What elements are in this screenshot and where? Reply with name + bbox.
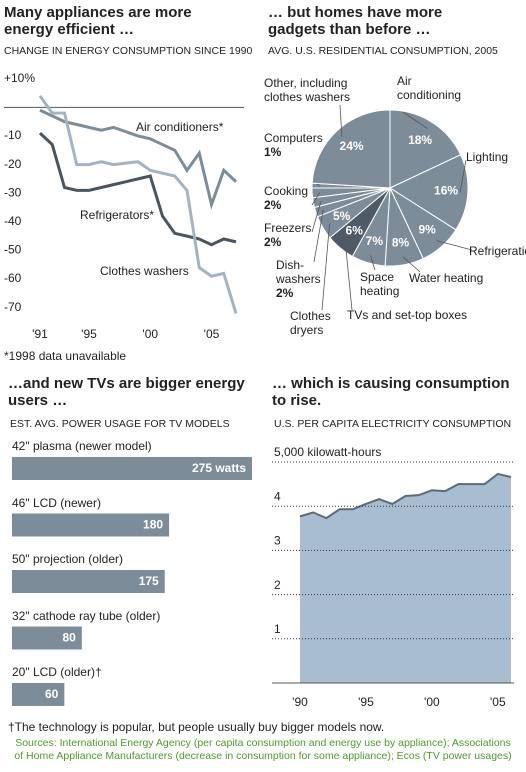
y-tick-label: -40 bbox=[4, 214, 22, 228]
chart-title: … which is causing consumption to rise. bbox=[272, 375, 510, 409]
x-tick-label: '00 bbox=[424, 695, 440, 709]
x-tick-label: '90 bbox=[292, 695, 308, 709]
bar-value-label: 175 bbox=[139, 574, 159, 588]
chart-subtitle: EST. AVG. POWER USAGE FOR TV MODELS bbox=[10, 418, 230, 430]
y-tick-label: -70 bbox=[4, 300, 22, 314]
bar-category-label: 32" cathode ray tube (older) bbox=[12, 608, 161, 623]
y-tick-label: +10% bbox=[4, 71, 35, 85]
leader-line bbox=[339, 104, 343, 137]
slice-value-label: 8% bbox=[392, 235, 410, 249]
y-tick-label: -50 bbox=[4, 243, 22, 257]
series-line bbox=[38, 95, 238, 314]
slice-label: Space heating bbox=[360, 270, 400, 298]
chart-title: Many appliances are more energy efficien… bbox=[4, 4, 192, 38]
bar bbox=[12, 513, 170, 537]
bar-category-label: 42" plasma (newer model) bbox=[12, 439, 152, 453]
slice-value-label: 2% bbox=[276, 286, 294, 300]
bar-category-label: 50" projection (older) bbox=[12, 552, 123, 566]
sources: Sources: International Energy Agency (pe… bbox=[14, 737, 512, 762]
bar-category-label: 20" LCD (older)† bbox=[12, 665, 102, 679]
chart-title: … but homes have more gadgets than befor… bbox=[268, 4, 443, 38]
y-tick-label: -10 bbox=[4, 128, 22, 142]
chart-note: *1998 data unavailable bbox=[4, 349, 127, 363]
y-tick-label: 1 bbox=[274, 622, 281, 636]
bar bbox=[12, 457, 252, 480]
y-tick-label: 2 bbox=[274, 578, 281, 592]
leader-line bbox=[459, 159, 467, 193]
chart-subtitle: AVG. U.S. RESIDENTIAL CONSUMPTION, 2005 bbox=[268, 45, 498, 57]
chart-title: …and new TVs are bigger energy users … bbox=[8, 375, 245, 409]
pie-slice bbox=[389, 109, 462, 189]
slice-value-label: 2% bbox=[264, 235, 282, 249]
slice-label: Freezers bbox=[264, 221, 312, 235]
x-tick-label: '95 bbox=[358, 695, 374, 709]
x-tick-label: '00 bbox=[142, 327, 158, 341]
slice-value-label: 18% bbox=[408, 133, 432, 147]
slice-label: Dish-washers bbox=[276, 258, 321, 286]
slice-label: Clothes dryers bbox=[290, 309, 331, 337]
slice-label: Cooking bbox=[264, 184, 309, 198]
series-label: Air conditioners* bbox=[136, 120, 224, 134]
leader-line bbox=[370, 255, 376, 271]
slice-value-label: 7% bbox=[366, 234, 384, 248]
bar-category-label: 46" LCD (newer) bbox=[12, 495, 101, 510]
x-tick-label: '95 bbox=[81, 327, 97, 341]
pie-slice bbox=[311, 109, 391, 189]
slice-value-label: 5% bbox=[333, 209, 351, 223]
y-tick-label: -20 bbox=[4, 157, 22, 171]
area-line bbox=[299, 472, 512, 520]
series-label: Refrigerators* bbox=[80, 208, 154, 222]
x-tick-label: '05 bbox=[204, 327, 220, 341]
slice-value-label: 24% bbox=[340, 139, 364, 153]
slice-label: Water heating bbox=[409, 271, 484, 285]
y-tick-label: 3 bbox=[274, 534, 281, 548]
leader-line bbox=[313, 209, 324, 263]
series-line bbox=[38, 132, 237, 247]
slice-label: Refrigeration bbox=[469, 244, 526, 258]
slice-value-label: 2% bbox=[264, 198, 282, 212]
leader-line bbox=[402, 256, 421, 273]
bar bbox=[12, 626, 82, 650]
bar bbox=[12, 570, 165, 593]
slice-value-label: 16% bbox=[434, 184, 458, 198]
slice-label: Computers bbox=[264, 131, 323, 145]
area bbox=[300, 473, 511, 683]
bar-value-label: 80 bbox=[62, 631, 76, 645]
y-tick-label: 4 bbox=[274, 489, 281, 503]
slice-label: Other, including clothes washers bbox=[264, 76, 351, 104]
bar-value-label: 180 bbox=[143, 518, 163, 532]
leader-line bbox=[321, 223, 330, 311]
slice-label: Air conditioning bbox=[397, 74, 462, 102]
leader-line bbox=[344, 242, 353, 311]
leader-line bbox=[436, 240, 473, 251]
slice-label: TVs and set-top boxes bbox=[347, 308, 468, 322]
pie-slice bbox=[388, 154, 469, 231]
slice-value-label: 1% bbox=[264, 145, 282, 159]
series-line bbox=[39, 108, 238, 210]
chart-subtitle: U.S. PER CAPITA ELECTRICITY CONSUMPTION bbox=[274, 418, 512, 430]
leader-line bbox=[402, 111, 428, 130]
leader-line bbox=[311, 192, 321, 206]
footnote: †The technology is popular, but people u… bbox=[8, 720, 385, 734]
chart-subtitle: CHANGE IN ENERGY CONSUMPTION SINCE 1990 bbox=[4, 45, 253, 57]
slice-value-label: 9% bbox=[418, 222, 436, 236]
bar bbox=[12, 683, 65, 706]
bar-value-label: 275 watts bbox=[192, 461, 246, 475]
x-tick-label: '91 bbox=[32, 327, 48, 341]
slice-label: Lighting bbox=[466, 150, 509, 164]
x-tick-label: '05 bbox=[490, 695, 506, 709]
series-label: Clothes washers bbox=[100, 264, 189, 278]
bar-value-label: 60 bbox=[45, 687, 59, 701]
leader-line bbox=[311, 201, 322, 233]
y-tick-label: -60 bbox=[4, 271, 22, 285]
y-tick-label: -30 bbox=[4, 185, 22, 199]
y-tick-label: 5,000 kilowatt-hours bbox=[274, 445, 381, 459]
slice-value-label: 6% bbox=[346, 223, 364, 237]
